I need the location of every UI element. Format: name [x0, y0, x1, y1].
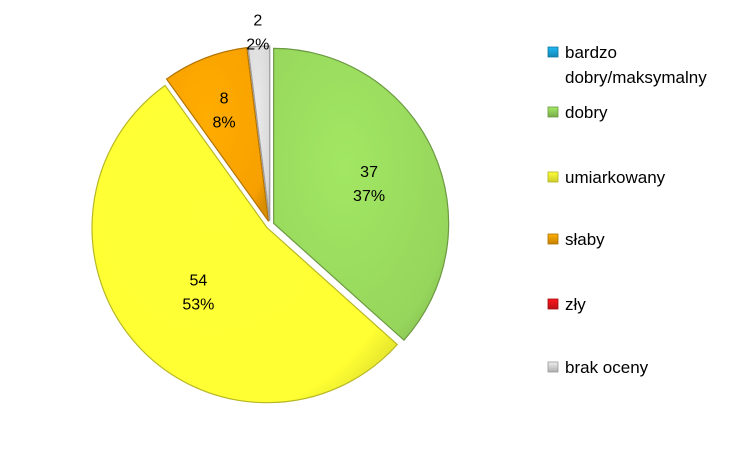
legend-swatch-5	[547, 361, 559, 373]
slice-value-label-3: 8	[220, 91, 229, 108]
legend-label-3-line-0: słaby	[565, 230, 605, 249]
pie-data-labels: 37 37% 54 53% 8 8% 2 2%	[182, 12, 385, 313]
legend-label-5-line-0: brak oceny	[565, 358, 649, 377]
legend-item-4: zły	[547, 295, 586, 314]
slice-value-label-5: 2	[253, 12, 262, 29]
legend-label-4-line-0: zły	[565, 295, 586, 314]
pie-slice-3	[165, 46, 270, 222]
slice-percent-label-2: 53%	[182, 296, 214, 313]
legend-label-0-line-0: bardzo	[565, 43, 617, 62]
pie-slice-1	[273, 47, 450, 342]
legend-label-1-line-0: dobry	[565, 103, 608, 122]
slice-percent-label-3: 8%	[212, 115, 235, 132]
legend: bardzo dobry/maksymalny dobry umiarkowany sł…	[547, 43, 707, 377]
legend-swatch-0	[547, 46, 559, 58]
legend-item-1: dobry	[547, 103, 608, 122]
legend-swatch-3	[547, 233, 559, 245]
legend-swatch-1	[547, 106, 559, 118]
slice-percent-label-1: 37%	[353, 188, 385, 205]
slice-value-label-2: 54	[189, 272, 207, 289]
pie-slice-5	[247, 45, 271, 222]
legend-label-2-line-0: umiarkowany	[565, 168, 666, 187]
pie-slice-2	[91, 84, 399, 404]
legend-swatch-4	[547, 298, 559, 310]
legend-label-0-line-1: dobry/maksymalny	[565, 68, 707, 87]
slice-value-label-1: 37	[360, 164, 378, 181]
legend-item-3: słaby	[547, 230, 605, 249]
legend-item-2: umiarkowany	[547, 168, 666, 187]
legend-item-5: brak oceny	[547, 358, 649, 377]
legend-swatch-2	[547, 171, 559, 183]
slice-percent-label-5: 2%	[246, 36, 269, 53]
legend-item-0: bardzo dobry/maksymalny	[547, 43, 707, 87]
pie-slices	[91, 45, 450, 404]
